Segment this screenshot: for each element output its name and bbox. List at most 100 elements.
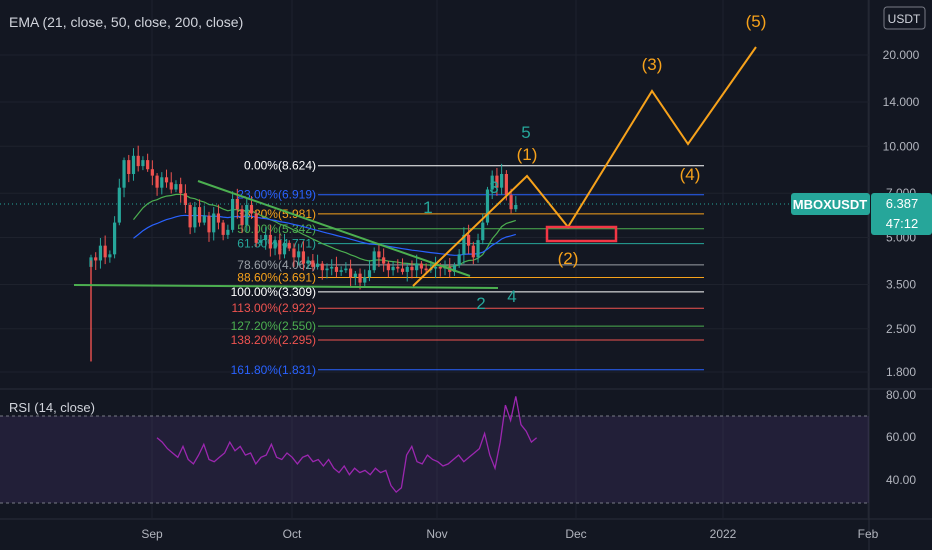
wave-label-1-major: (1)	[517, 145, 538, 164]
candle-body	[462, 234, 466, 255]
candle-body	[330, 266, 334, 269]
candle-body	[127, 160, 131, 174]
candle-body	[273, 240, 277, 249]
candle-body	[358, 273, 362, 283]
candlestick-series	[89, 145, 518, 362]
candle-body	[452, 265, 457, 272]
candle-body	[377, 251, 381, 258]
candle-body	[339, 270, 343, 272]
wave-label-2-minor: 2	[476, 294, 485, 313]
candle-body	[136, 155, 140, 167]
candle-body	[297, 251, 301, 258]
candle-body	[249, 205, 254, 214]
candle-body	[415, 263, 419, 271]
candle-body	[509, 195, 513, 210]
candle-body	[141, 160, 145, 167]
candle-body	[122, 160, 126, 188]
candle-body	[197, 207, 202, 223]
candle-body	[400, 268, 405, 272]
candle-body	[235, 198, 239, 210]
candle-body	[212, 213, 216, 233]
candle-body	[467, 234, 471, 246]
candle-body	[98, 245, 103, 261]
candle-body	[216, 213, 221, 223]
candle-body	[231, 198, 235, 230]
candle-body	[405, 266, 409, 272]
candle-body	[363, 277, 367, 283]
candle-body	[481, 222, 485, 241]
candle-body	[504, 173, 508, 196]
time-tick-label: Oct	[283, 527, 302, 541]
ema-line	[133, 193, 516, 267]
price-tick-label: 10.000	[883, 139, 920, 153]
candle-body	[202, 215, 206, 223]
candle-body	[306, 260, 310, 264]
candle-body	[334, 266, 339, 272]
descending-trendline	[197, 180, 471, 277]
candle-body	[117, 187, 121, 223]
wave-label-4-minor: 4	[507, 287, 516, 306]
fib-level-label: 138.20%(2.295)	[231, 333, 316, 347]
support-trendline	[73, 284, 499, 289]
price-tag	[871, 193, 932, 235]
time-tick-label: Nov	[426, 527, 447, 541]
candle-body	[108, 254, 112, 258]
candle-body	[311, 260, 315, 267]
candle-body	[353, 273, 357, 278]
fib-level-label: 50.00%(5.342)	[237, 222, 316, 236]
candle-body	[240, 209, 244, 225]
currency-box[interactable]	[883, 6, 926, 30]
elliott-wave-projection	[412, 46, 757, 287]
fib-level-label: 127.20%(2.550)	[231, 319, 316, 333]
candle-body	[150, 169, 154, 176]
price-tick-label: 20.000	[883, 48, 920, 62]
time-tick-label: Feb	[858, 527, 879, 541]
fib-level-label: 161.80%(1.831)	[231, 363, 316, 377]
time-tick-label: Dec	[565, 527, 586, 541]
candle-body	[113, 222, 117, 255]
candle-body	[424, 268, 428, 271]
candle-body	[325, 268, 329, 271]
rsi-legend[interactable]: RSI (14, close)	[9, 400, 95, 415]
candle-body	[169, 182, 173, 190]
ema-line	[133, 214, 516, 256]
candle-body	[372, 251, 376, 271]
last-price-value: 6.387	[886, 196, 919, 211]
time-tick-label: Sep	[141, 527, 163, 541]
candle-body	[349, 268, 353, 278]
candle-body	[94, 257, 98, 261]
candle-body	[495, 175, 499, 188]
wave-label-5-major: (5)	[746, 12, 767, 31]
candle-countdown: 47:12	[886, 216, 919, 231]
rsi-axis-ticks: 80.00 60.00 40.00	[886, 388, 916, 487]
candle-body	[103, 245, 107, 258]
candle-body	[433, 266, 438, 269]
candle-body	[476, 240, 480, 258]
candle-body	[367, 270, 372, 278]
candle-body	[131, 155, 136, 174]
candle-body	[292, 248, 296, 258]
candle-body	[287, 242, 291, 249]
fib-level-label: 0.00%(8.624)	[244, 159, 316, 173]
candle-body	[410, 266, 414, 271]
ema-legend[interactable]: EMA (21, close, 50, close, 200, close)	[9, 14, 243, 30]
rsi-tick-label: 60.00	[886, 430, 916, 444]
candle-body	[500, 173, 504, 188]
rsi-tick-label: 80.00	[886, 388, 916, 402]
fibonacci-retracement: 0.00%(8.624)23.00%(6.919)38.20%(5.981)50…	[231, 159, 704, 377]
candle-body	[193, 207, 197, 228]
wave-label-2-major: (2)	[558, 249, 579, 268]
rsi-line	[156, 396, 538, 494]
candle-body	[514, 205, 518, 210]
fib-level-label: 88.60%(3.691)	[237, 270, 316, 284]
rsi-tick-label: 40.00	[886, 473, 916, 487]
candle-body	[179, 184, 183, 194]
price-tick-label: 2.500	[886, 322, 916, 336]
candle-body	[155, 175, 159, 188]
symbol-tag	[791, 193, 870, 215]
candle-body	[160, 177, 164, 188]
candle-body	[457, 254, 461, 266]
target-zone-box	[545, 225, 618, 243]
